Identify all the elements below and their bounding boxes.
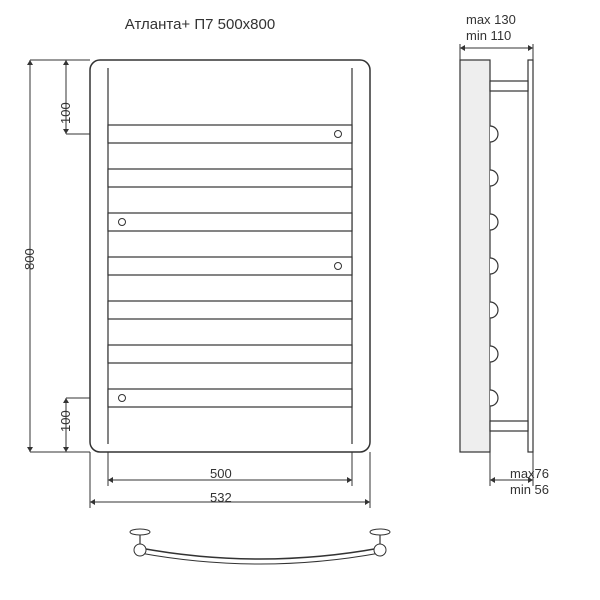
technical-drawing: [0, 0, 600, 600]
